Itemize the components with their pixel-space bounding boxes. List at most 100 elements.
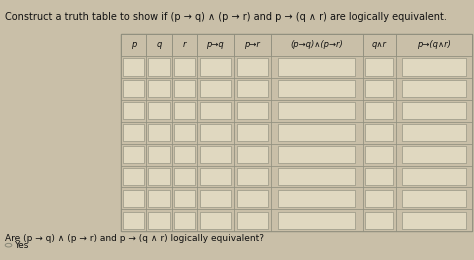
Bar — [173, 102, 195, 119]
Bar — [271, 166, 363, 187]
Bar — [396, 56, 472, 78]
Bar — [121, 100, 146, 122]
Bar — [173, 58, 195, 75]
Bar — [148, 102, 170, 119]
Bar — [278, 124, 355, 141]
Bar — [278, 80, 355, 98]
Bar — [278, 146, 355, 163]
Bar — [401, 168, 465, 185]
Bar — [401, 58, 465, 75]
Bar — [123, 58, 144, 75]
Bar — [396, 100, 472, 122]
Bar — [121, 56, 146, 78]
Bar — [123, 124, 144, 141]
Bar — [365, 124, 393, 141]
Bar — [396, 144, 472, 166]
Bar — [121, 187, 146, 210]
Bar — [121, 210, 146, 231]
Bar — [146, 210, 172, 231]
Bar — [396, 122, 472, 144]
Bar — [234, 122, 271, 144]
Text: r: r — [182, 40, 186, 49]
Bar — [123, 212, 144, 229]
Bar — [234, 166, 271, 187]
Bar — [278, 168, 355, 185]
Bar — [121, 78, 146, 100]
Bar — [234, 210, 271, 231]
Bar — [278, 212, 355, 229]
Bar — [172, 34, 197, 56]
Bar — [197, 144, 234, 166]
Bar — [365, 146, 393, 163]
Bar — [197, 210, 234, 231]
Bar — [200, 212, 231, 229]
Bar — [237, 80, 268, 98]
Bar — [200, 58, 231, 75]
Bar — [234, 100, 271, 122]
Bar — [271, 56, 363, 78]
Bar — [172, 210, 197, 231]
Text: p→r: p→r — [245, 40, 260, 49]
Bar — [237, 212, 268, 229]
Bar — [396, 210, 472, 231]
Bar — [363, 210, 396, 231]
Bar — [234, 56, 271, 78]
Bar — [148, 58, 170, 75]
Bar — [121, 166, 146, 187]
Bar — [148, 80, 170, 98]
Text: p→q: p→q — [207, 40, 224, 49]
Bar — [123, 168, 144, 185]
Bar — [234, 187, 271, 210]
Bar — [401, 146, 465, 163]
Bar — [271, 210, 363, 231]
Bar — [173, 80, 195, 98]
Bar — [200, 146, 231, 163]
Bar — [121, 122, 146, 144]
Bar — [148, 212, 170, 229]
Bar — [173, 124, 195, 141]
Bar — [146, 78, 172, 100]
Bar — [197, 187, 234, 210]
Bar — [271, 100, 363, 122]
Bar — [237, 124, 268, 141]
Bar — [363, 144, 396, 166]
Bar — [237, 58, 268, 75]
Bar — [172, 78, 197, 100]
Bar — [197, 122, 234, 144]
Bar — [197, 78, 234, 100]
Bar — [401, 212, 465, 229]
Bar — [237, 146, 268, 163]
Bar — [172, 187, 197, 210]
Bar — [363, 78, 396, 100]
Bar — [396, 34, 472, 56]
Bar — [173, 212, 195, 229]
Bar — [146, 56, 172, 78]
Bar — [278, 190, 355, 207]
Bar — [146, 100, 172, 122]
Bar — [396, 187, 472, 210]
Bar — [200, 80, 231, 98]
Bar — [365, 102, 393, 119]
Bar — [123, 102, 144, 119]
Bar — [401, 190, 465, 207]
Bar — [123, 190, 144, 207]
Bar — [271, 144, 363, 166]
Bar — [148, 146, 170, 163]
Bar — [148, 190, 170, 207]
Bar — [365, 168, 393, 185]
Bar — [365, 80, 393, 98]
Bar — [146, 166, 172, 187]
Text: (p→q)∧(p→r): (p→q)∧(p→r) — [291, 40, 343, 49]
Text: Are (p → q) ∧ (p → r) and p → (q ∧ r) logically equivalent?: Are (p → q) ∧ (p → r) and p → (q ∧ r) lo… — [5, 234, 264, 243]
Bar — [121, 34, 472, 231]
Bar — [234, 144, 271, 166]
Bar — [197, 34, 234, 56]
Bar — [363, 100, 396, 122]
Bar — [401, 124, 465, 141]
Bar — [365, 190, 393, 207]
Bar — [237, 168, 268, 185]
Bar — [363, 122, 396, 144]
Bar — [396, 78, 472, 100]
Bar — [363, 56, 396, 78]
Bar — [271, 78, 363, 100]
